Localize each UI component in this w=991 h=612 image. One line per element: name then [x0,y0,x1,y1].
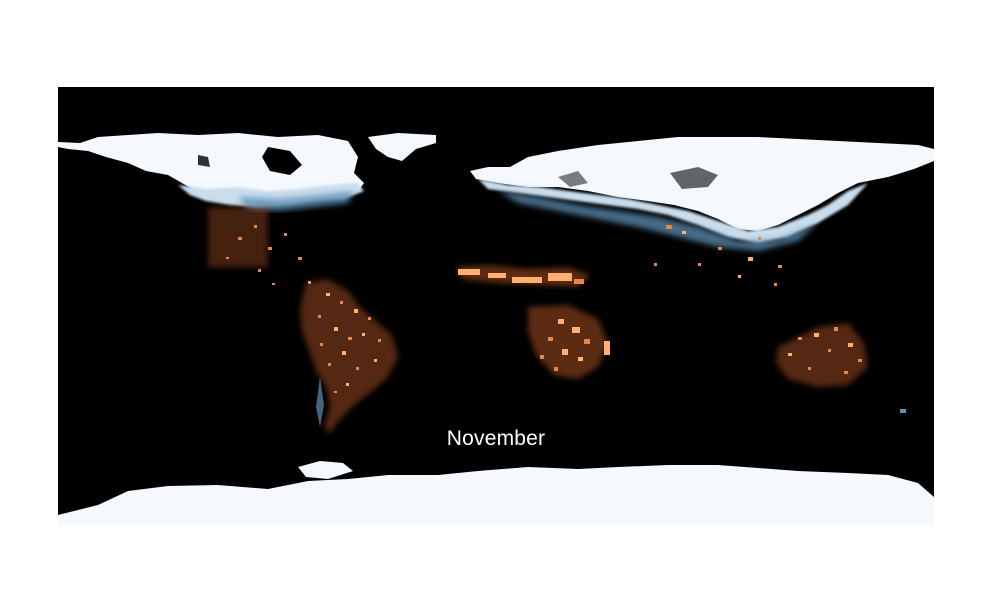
fires-africa [456,265,610,379]
greenland-ice [368,133,436,161]
month-label: November [446,427,546,450]
map-canvas [58,133,934,525]
fires-asia [654,225,782,286]
fires-australia [776,323,906,413]
world-map: November [58,87,934,525]
north-america-snow [58,133,364,211]
eurasia-snow [470,137,934,251]
antarctica-ice [58,461,934,525]
fires-americas [208,207,398,433]
